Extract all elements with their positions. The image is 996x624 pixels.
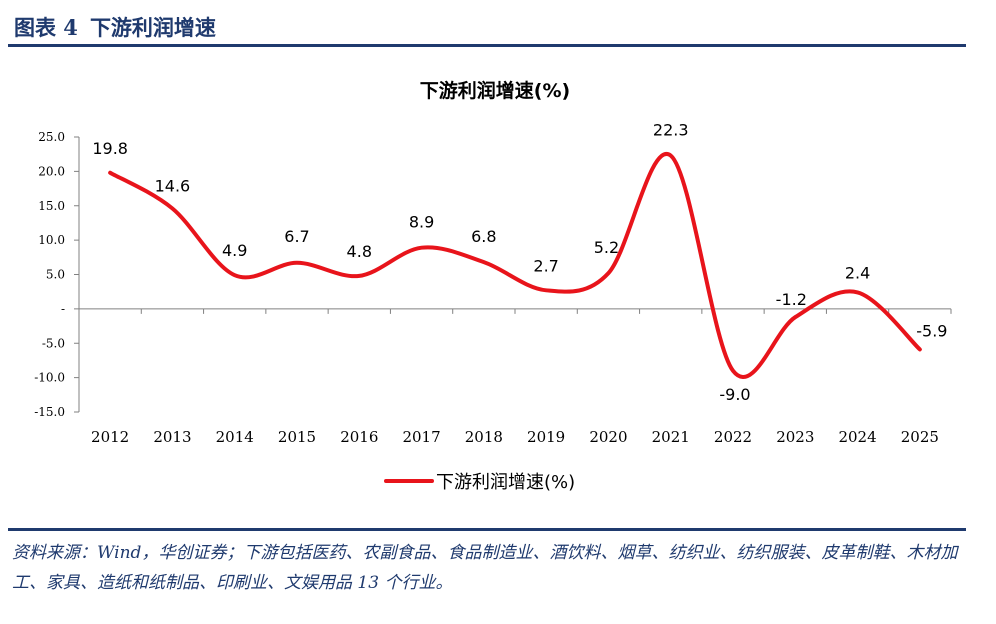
data-label: 8.9 [409,213,434,232]
x-tick-label: 2012 [91,428,129,446]
y-tick-label: -10.0 [34,371,65,385]
data-label: 2.7 [533,256,558,275]
x-tick-label: 2021 [652,428,690,446]
figure-title: 下游利润增速 [89,15,216,40]
x-tick-label: 2023 [776,428,814,446]
y-tick-label: 20.0 [38,164,65,178]
x-tick-label: 2024 [838,428,876,446]
x-tick-label: 2016 [340,428,378,446]
data-label: -1.2 [776,290,807,309]
y-tick-label: 25.0 [38,130,65,144]
figure-number: 图表 4 [14,15,78,40]
y-tick-label: - [61,302,65,316]
x-tick-label: 2014 [216,428,254,446]
y-tick-label: 10.0 [38,233,65,247]
x-tick-label: 2017 [402,428,440,446]
x-tick-label: 2025 [901,428,939,446]
x-tick-label: 2015 [278,428,316,446]
data-label: 14.6 [155,177,191,196]
figure-header: 图表 4 下游利润增速 [8,10,968,44]
series-line [108,151,922,379]
y-tick-label: 15.0 [38,199,65,213]
x-tick-label: 2013 [153,428,191,446]
chart-axes [78,137,951,412]
x-axis-ticks: 2012 2013 2014 2015 2016 2017 2018 2019 2020 2021… [78,308,952,446]
y-tick-label: 5.0 [46,268,65,282]
header-rule [8,44,966,47]
x-tick-label: 2022 [714,428,752,446]
data-label: 4.9 [222,241,247,260]
chart-series [108,151,922,379]
data-label: 4.8 [347,242,372,261]
data-label: 6.7 [284,227,309,246]
x-tick-label: 2020 [589,428,627,446]
y-tick-label: -15.0 [34,405,65,419]
data-label: -5.9 [916,321,947,340]
x-tick-label: 2018 [465,428,503,446]
data-label: 2.4 [845,263,870,282]
data-label: 5.2 [594,238,619,257]
footer-rule [8,528,966,531]
figure-caption: 图表 4 下游利润增速 [14,12,228,42]
data-label: 22.3 [653,121,689,140]
data-labels: 19.8 14.6 4.9 6.7 4.8 8.9 6.8 2.7 5.2 22.3 -9.0 -1.… [92,121,947,404]
data-label: -9.0 [719,385,750,404]
legend-label: 下游利润增速(%) [436,472,575,493]
chart-title: 下游利润增速(%) [420,79,570,102]
chart-legend: 下游利润增速(%) [384,472,575,493]
line-chart: 下游利润增速(%) 25.0 20.0 15.0 10.0 5.0 - -5.0 -10.0 -… [34,79,952,493]
y-tick-label: -5.0 [42,336,65,350]
y-axis-ticks: 25.0 20.0 15.0 10.0 5.0 - -5.0 -10.0 -15.0 [34,130,79,419]
source-note: 资料来源：Wind，华创证券；下游包括医药、农副食品、食品制造业、酒饮料、烟草、… [12,543,958,593]
data-label: 6.8 [471,227,496,246]
data-label: 19.8 [92,139,128,158]
x-tick-label: 2019 [527,428,565,446]
